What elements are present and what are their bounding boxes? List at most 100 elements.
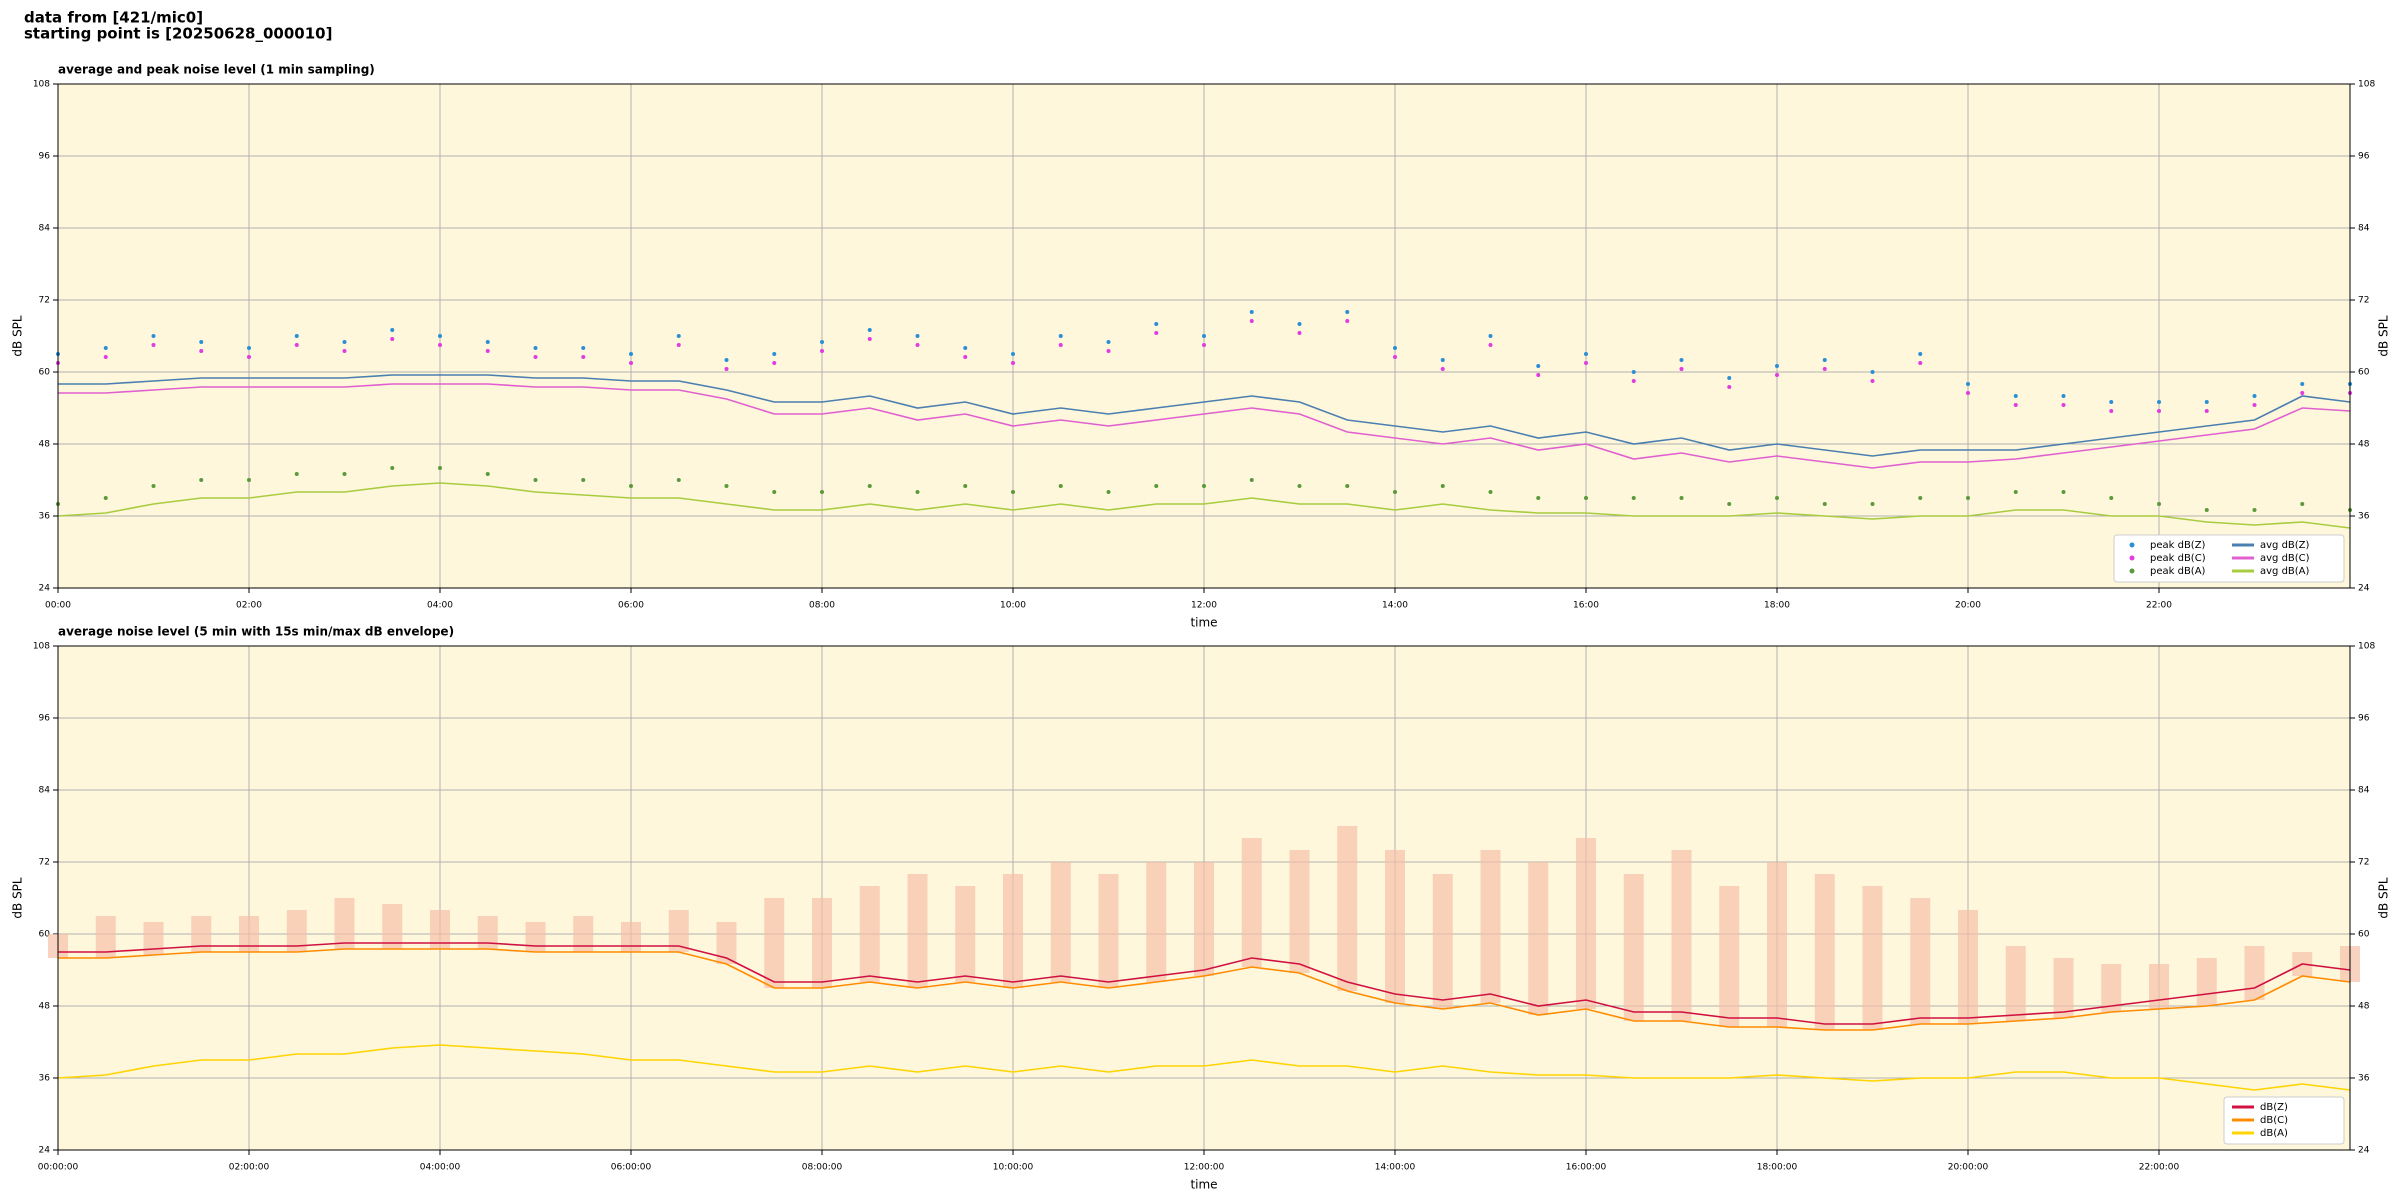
y-tick-label: 36 bbox=[39, 1074, 51, 1084]
peak-point bbox=[1058, 343, 1063, 347]
peak-point bbox=[103, 346, 108, 350]
peak-point bbox=[342, 349, 347, 353]
peak-point bbox=[1011, 352, 1015, 356]
peak-point bbox=[963, 346, 968, 350]
peak-point bbox=[1154, 331, 1159, 335]
peak-point bbox=[2157, 502, 2161, 506]
peak-point bbox=[247, 355, 251, 359]
peak-point bbox=[772, 490, 777, 494]
peak-point bbox=[247, 346, 251, 350]
legend-label: avg dB(A) bbox=[2260, 566, 2310, 577]
envelope-bar bbox=[764, 898, 785, 988]
x-tick-label: 10:00:00 bbox=[993, 1163, 1034, 1173]
envelope-bar bbox=[430, 910, 450, 949]
peak-point bbox=[2300, 502, 2305, 506]
envelope-bar bbox=[286, 910, 307, 952]
envelope-bar bbox=[1003, 874, 1023, 988]
peak-point bbox=[724, 358, 729, 362]
peak-point bbox=[1345, 319, 1350, 323]
peak-point bbox=[963, 355, 968, 359]
envelope-bar bbox=[1528, 862, 1549, 1015]
peak-point bbox=[2252, 403, 2257, 407]
peak-point bbox=[1536, 364, 1541, 368]
peak-point bbox=[199, 478, 204, 482]
y2-tick-label: 108 bbox=[2358, 80, 2375, 90]
peak-point bbox=[1345, 310, 1350, 314]
x-tick-label: 02:00 bbox=[236, 601, 262, 611]
envelope-bar bbox=[1623, 874, 1644, 1021]
x-tick-label: 06:00:00 bbox=[611, 1163, 652, 1173]
peak-point bbox=[2157, 409, 2161, 413]
peak-point bbox=[2061, 403, 2066, 407]
peak-point bbox=[581, 478, 586, 482]
peak-point bbox=[2204, 508, 2209, 512]
peak-point bbox=[1106, 490, 1111, 494]
x-tick-label: 00:00 bbox=[45, 601, 71, 611]
series-line bbox=[58, 948, 2351, 1031]
y-tick-label: 108 bbox=[33, 80, 50, 90]
peak-point bbox=[1536, 373, 1541, 377]
x-tick-label: 04:00 bbox=[427, 601, 453, 611]
envelope-bar bbox=[1910, 898, 1931, 1024]
peak-point bbox=[1584, 496, 1588, 500]
plot-frame bbox=[57, 83, 2351, 589]
envelope-bar bbox=[1194, 862, 1214, 976]
x-tick-label: 00:00:00 bbox=[38, 1163, 79, 1173]
y-tick-label: 60 bbox=[39, 368, 51, 378]
envelope-bar bbox=[1432, 874, 1453, 1009]
peak-point bbox=[1202, 334, 1206, 338]
y-tick-label: 24 bbox=[39, 584, 51, 594]
legend-marker bbox=[2129, 542, 2135, 548]
y2-tick-label: 84 bbox=[2358, 786, 2370, 796]
peak-point bbox=[581, 355, 586, 359]
envelope-bar bbox=[2244, 946, 2265, 1000]
y2-tick-label: 36 bbox=[2358, 512, 2370, 522]
peak-point bbox=[1345, 484, 1350, 488]
peak-point bbox=[772, 352, 777, 356]
envelope-bar bbox=[1671, 850, 1692, 1021]
envelope-bar bbox=[477, 916, 498, 949]
peak-point bbox=[1202, 343, 1206, 347]
peak-point bbox=[1775, 373, 1779, 377]
peak-point bbox=[1918, 361, 1923, 365]
envelope-bar bbox=[812, 898, 832, 988]
peak-point bbox=[724, 484, 729, 488]
legend-label: peak dB(C) bbox=[2150, 553, 2206, 564]
envelope-bar bbox=[1958, 910, 1978, 1024]
x-tick-label: 12:00 bbox=[1191, 601, 1217, 611]
peak-point bbox=[2157, 400, 2161, 404]
y2-tick-label: 96 bbox=[2358, 152, 2370, 162]
peak-point bbox=[1966, 391, 1970, 395]
series-line bbox=[57, 482, 2351, 529]
y2-tick-label: 96 bbox=[2358, 714, 2370, 724]
peak-point bbox=[1106, 349, 1111, 353]
peak-point bbox=[199, 340, 204, 344]
peak-point bbox=[1822, 367, 1827, 371]
peak-point bbox=[2252, 394, 2257, 398]
peak-point bbox=[1870, 502, 1875, 506]
peak-point bbox=[1775, 496, 1779, 500]
envelope-bar bbox=[1814, 874, 1835, 1030]
envelope-bar bbox=[1098, 874, 1119, 988]
peak-point bbox=[1488, 343, 1493, 347]
peak-point bbox=[629, 484, 633, 488]
peak-point bbox=[151, 484, 156, 488]
peak-point bbox=[342, 340, 347, 344]
peak-point bbox=[199, 349, 204, 353]
envelope-bar bbox=[1385, 850, 1405, 1003]
legend-label: avg dB(Z) bbox=[2260, 540, 2310, 551]
x-tick-label: 16:00 bbox=[1573, 601, 1599, 611]
peak-point bbox=[1870, 370, 1875, 374]
peak-point bbox=[2013, 403, 2018, 407]
peak-point bbox=[1679, 496, 1684, 500]
peak-point bbox=[1393, 355, 1397, 359]
legend-label: dB(A) bbox=[2260, 1128, 2288, 1139]
envelope-bar bbox=[2149, 964, 2169, 1009]
peak-point bbox=[533, 355, 538, 359]
legend-label: dB(C) bbox=[2260, 1115, 2288, 1126]
x-tick-label: 12:00:00 bbox=[1184, 1163, 1225, 1173]
peak-point bbox=[2061, 394, 2066, 398]
peak-point bbox=[103, 496, 108, 500]
peak-point bbox=[820, 349, 824, 353]
